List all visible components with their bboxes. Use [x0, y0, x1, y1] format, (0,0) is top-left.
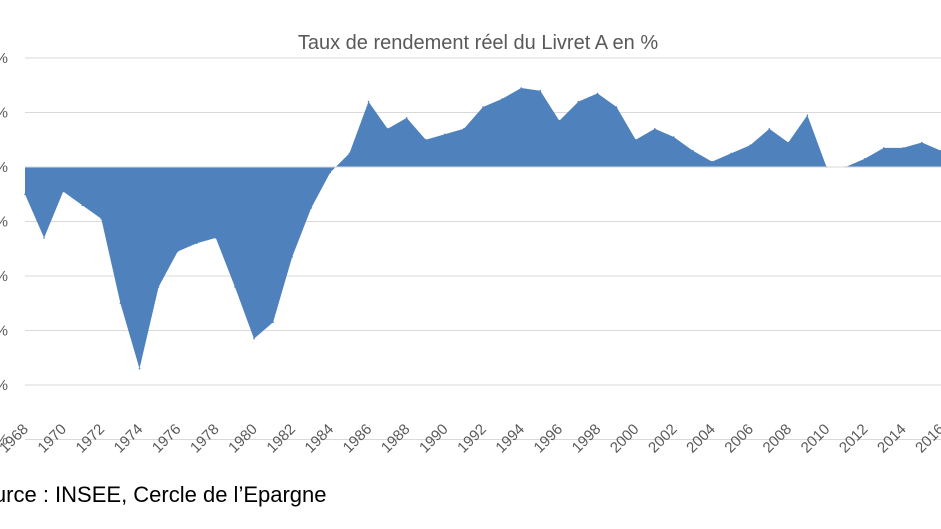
x-tick-label: 2012: [836, 421, 872, 457]
data-point: [768, 128, 771, 130]
x-tick-label: 2004: [683, 421, 719, 457]
data-point: [711, 160, 713, 163]
data-point: [501, 98, 503, 100]
data-point: [425, 139, 427, 141]
data-point: [253, 337, 255, 340]
x-tick-label: 1998: [569, 421, 605, 457]
x-tick-label: 2008: [760, 421, 796, 457]
data-point: [673, 136, 675, 138]
data-point: [883, 147, 885, 149]
data-point: [863, 158, 866, 160]
y-axis-ticks: %%%%%%%%: [0, 50, 8, 449]
x-tick-label: 2000: [607, 421, 643, 457]
data-point: [787, 141, 790, 144]
data-point: [482, 106, 484, 108]
data-point: [329, 171, 332, 174]
x-tick-label: 2010: [798, 421, 834, 457]
x-tick-label: 2002: [645, 421, 681, 457]
x-tick-label: 1984: [302, 421, 338, 457]
data-point: [310, 207, 313, 209]
data-point: [634, 139, 637, 141]
x-tick-label: 1980: [225, 421, 261, 457]
data-point: [196, 242, 198, 245]
data-point: [539, 89, 542, 92]
x-tick-label: 2014: [874, 421, 910, 457]
data-point: [291, 256, 294, 258]
x-tick-label: 1968: [0, 421, 32, 457]
data-point: [615, 106, 618, 108]
y-tick-label: %: [0, 50, 8, 67]
data-point: [749, 144, 751, 146]
data-point: [138, 367, 141, 370]
data-point: [215, 237, 217, 239]
x-tick-label: 1990: [416, 421, 452, 457]
data-point: [348, 152, 351, 155]
x-tick-label: 1970: [34, 421, 70, 457]
x-tick-label: 1996: [531, 421, 567, 457]
area-series: [25, 88, 941, 369]
data-point: [730, 152, 732, 155]
data-point: [596, 92, 599, 95]
data-point: [234, 286, 236, 288]
x-tick-label: 1972: [73, 421, 109, 457]
data-point: [692, 149, 694, 152]
y-tick-label: %: [0, 268, 8, 285]
y-tick-label: %: [0, 105, 8, 122]
data-point: [100, 218, 103, 220]
source-note: Source : INSEE, Cercle de l’Epargne: [0, 482, 327, 507]
data-point: [367, 100, 370, 103]
data-point: [157, 286, 160, 288]
x-tick-label: 1982: [263, 421, 299, 457]
plot-area: [24, 87, 941, 370]
data-point: [62, 190, 64, 193]
data-point: [176, 250, 179, 253]
x-tick-label: 1978: [187, 421, 223, 457]
data-point: [921, 141, 923, 144]
data-point: [577, 100, 580, 103]
data-point: [386, 128, 389, 130]
data-point: [806, 114, 809, 116]
source-note-container: Source : INSEE, Cercle de l’Epargne: [0, 482, 941, 518]
data-point: [43, 237, 45, 239]
x-tick-label: 2016: [912, 421, 941, 457]
data-point: [24, 193, 26, 196]
y-tick-label: %: [0, 323, 8, 340]
x-tick-label: 2006: [721, 421, 757, 457]
chart: Taux de rendement réel du Livret A en % …: [0, 32, 941, 457]
x-axis-ticks: 1968 1970 1972 1974 1976 1978 1980 1982 1984 1986…: [0, 421, 941, 457]
y-tick-label: %: [0, 432, 8, 449]
data-point: [654, 128, 656, 130]
chart-title: Taux de rendement réel du Livret A en %: [298, 32, 658, 54]
data-point: [520, 87, 522, 89]
x-tick-label: 1994: [492, 421, 528, 457]
y-tick-label: %: [0, 377, 8, 394]
data-point: [405, 117, 408, 119]
data-point: [81, 204, 84, 206]
x-tick-label: 1976: [149, 421, 185, 457]
x-tick-label: 1986: [340, 421, 376, 457]
data-point: [272, 321, 274, 324]
x-tick-label: 1974: [111, 421, 147, 457]
x-tick-label: 1988: [378, 421, 414, 457]
data-point: [444, 133, 446, 136]
data-point: [558, 119, 561, 122]
data-point: [902, 147, 904, 149]
data-point: [463, 128, 465, 130]
x-tick-label: 1992: [454, 421, 490, 457]
data-point: [119, 302, 122, 305]
y-tick-label: %: [0, 159, 8, 176]
y-tick-label: %: [0, 214, 8, 231]
